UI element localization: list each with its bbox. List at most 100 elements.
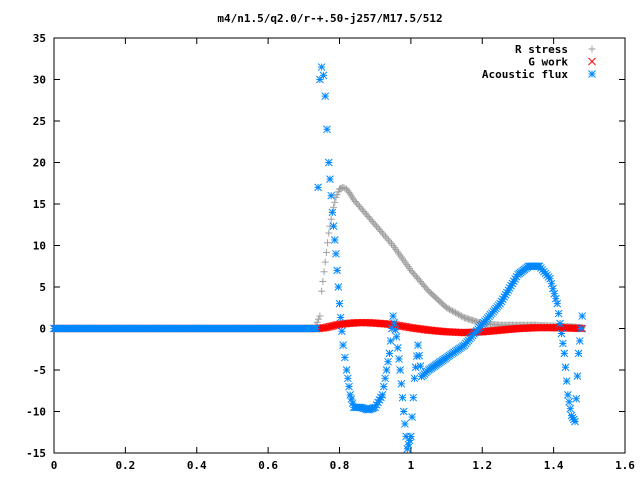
point-acoustic-flux <box>408 413 416 421</box>
point-r-stress <box>383 234 391 242</box>
legend-label-acoustic-flux: Acoustic flux <box>482 68 568 81</box>
point-r-stress <box>315 315 323 323</box>
point-r-stress <box>449 307 457 315</box>
legend-label-g-work: G work <box>528 56 568 69</box>
axis-ticks: 0 0.2 0.4 0.6 0.8 1 1.2 1.4 1.6 -15 -10 -5 0 5 10 15 20 2… <box>26 32 635 472</box>
point-acoustic-flux <box>559 339 567 348</box>
point-acoustic-flux <box>547 279 556 288</box>
point-acoustic-flux <box>342 366 351 374</box>
y-tick-label: 30 <box>33 74 46 87</box>
point-acoustic-flux <box>560 349 569 358</box>
y-tick-label: 15 <box>33 198 46 211</box>
point-acoustic-flux <box>396 366 405 374</box>
point-acoustic-flux <box>339 341 347 349</box>
x-tick-label: 0 <box>51 459 58 472</box>
x-tick-label: 0.8 <box>330 459 350 472</box>
point-acoustic-flux <box>333 266 341 275</box>
point-acoustic-flux <box>391 326 400 334</box>
point-r-stress <box>354 201 362 209</box>
point-acoustic-flux <box>573 372 582 380</box>
point-r-stress <box>316 312 324 320</box>
point-r-stress <box>381 233 389 241</box>
point-acoustic-flux <box>557 329 566 338</box>
point-r-stress <box>331 198 339 206</box>
point-acoustic-flux <box>507 281 515 290</box>
point-r-stress <box>345 188 353 196</box>
point-r-stress <box>327 215 335 223</box>
point-acoustic-flux <box>323 125 331 134</box>
point-r-stress <box>351 198 359 206</box>
y-tick-label: 35 <box>33 32 46 45</box>
point-r-stress <box>377 227 385 235</box>
point-r-stress <box>318 287 326 295</box>
point-r-stress <box>373 222 381 230</box>
legend-marker-g-work <box>588 57 596 66</box>
point-r-stress <box>386 238 394 246</box>
point-acoustic-flux <box>565 397 573 406</box>
x-tick-label: 1.2 <box>472 459 492 472</box>
point-acoustic-flux <box>319 71 328 80</box>
point-acoustic-flux <box>564 391 572 399</box>
point-acoustic-flux <box>553 299 562 308</box>
point-r-stress <box>324 239 332 247</box>
point-acoustic-flux <box>574 349 583 358</box>
x-tick-label: 1.4 <box>544 459 564 472</box>
point-acoustic-flux <box>343 374 352 383</box>
point-acoustic-flux <box>572 394 581 403</box>
point-acoustic-flux <box>312 324 321 333</box>
series-r-stress <box>50 183 586 332</box>
y-tick-label: 0 <box>39 323 46 336</box>
point-acoustic-flux <box>566 404 575 413</box>
point-acoustic-flux <box>329 222 338 230</box>
point-r-stress <box>456 311 464 319</box>
point-acoustic-flux <box>395 355 403 363</box>
point-acoustic-flux <box>546 274 554 283</box>
series-acoustic-flux <box>50 63 587 453</box>
point-r-stress <box>350 196 358 204</box>
point-r-stress <box>371 221 379 229</box>
point-acoustic-flux <box>326 175 334 183</box>
point-r-stress <box>358 206 366 214</box>
point-r-stress <box>365 214 373 222</box>
point-acoustic-flux <box>338 327 346 336</box>
point-r-stress <box>319 277 327 285</box>
point-acoustic-flux <box>415 351 424 360</box>
point-r-stress <box>453 310 461 318</box>
point-acoustic-flux <box>554 309 563 318</box>
point-acoustic-flux <box>575 337 584 345</box>
point-acoustic-flux <box>410 374 419 383</box>
y-tick-label: 10 <box>33 240 46 253</box>
point-r-stress <box>321 258 329 266</box>
point-r-stress <box>443 304 451 312</box>
point-acoustic-flux <box>327 191 336 200</box>
point-acoustic-flux <box>393 344 402 352</box>
y-tick-label: 25 <box>33 115 46 128</box>
x-tick-label: 0.2 <box>115 459 135 472</box>
point-acoustic-flux <box>335 299 344 308</box>
point-r-stress <box>325 229 333 237</box>
point-r-stress <box>355 202 363 210</box>
x-tick-label: 0.4 <box>187 459 207 472</box>
point-acoustic-flux <box>414 341 422 349</box>
y-tick-label: -5 <box>33 364 46 377</box>
point-r-stress <box>457 312 465 320</box>
x-tick-label: 1.6 <box>615 459 635 472</box>
point-acoustic-flux <box>378 391 387 399</box>
point-acoustic-flux <box>336 313 345 322</box>
point-r-stress <box>320 268 328 276</box>
point-acoustic-flux <box>549 284 557 293</box>
point-acoustic-flux <box>411 363 420 372</box>
chart-title: m4/n1.5/q2.0/r-+.50-j257/M17.5/512 <box>217 12 442 25</box>
legend-marker-r-stress <box>588 45 596 53</box>
point-acoustic-flux <box>399 407 408 416</box>
point-acoustic-flux <box>345 382 353 391</box>
point-r-stress <box>357 204 365 212</box>
point-acoustic-flux <box>571 417 579 426</box>
point-r-stress <box>322 248 330 256</box>
point-acoustic-flux <box>398 393 407 402</box>
point-acoustic-flux <box>392 332 401 341</box>
y-tick-label: 5 <box>39 281 46 294</box>
point-r-stress <box>384 236 392 244</box>
